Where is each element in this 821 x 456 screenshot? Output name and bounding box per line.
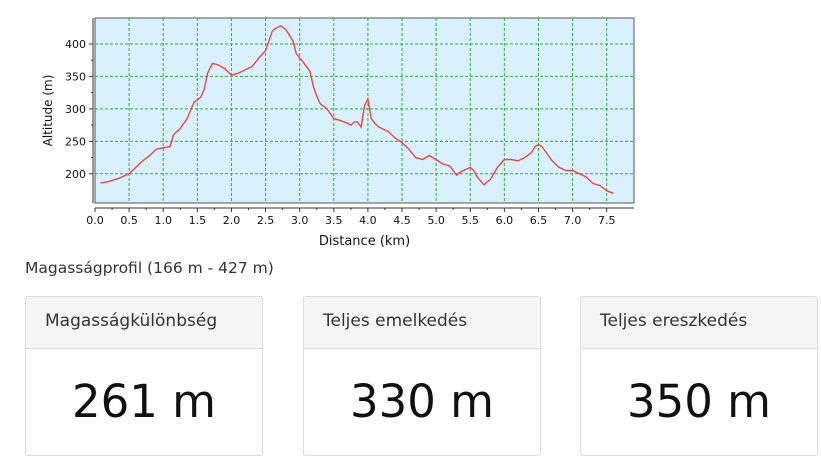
card-value: 261 m (71, 375, 217, 428)
x-tick-label: 3.0 (291, 214, 309, 227)
x-tick-label: 1.5 (189, 214, 207, 227)
y-axis-label: Altitude (m) (41, 75, 55, 147)
x-axis-label: Distance (km) (319, 234, 410, 249)
x-tick-label: 3.5 (325, 214, 343, 227)
y-tick-label: 400 (65, 38, 86, 51)
grid (95, 18, 634, 203)
x-tick-label: 5.5 (462, 214, 480, 227)
altitude-line (100, 24, 614, 194)
y-tick-label: 350 (65, 70, 86, 83)
card-value: 330 m (349, 375, 495, 428)
x-tick-label: 1.0 (154, 214, 172, 227)
x-tick-label: 2.0 (223, 214, 241, 227)
y-tick-label: 200 (65, 168, 86, 181)
x-tick-label: 0.0 (86, 214, 104, 227)
y-tick-label: 300 (65, 103, 86, 116)
x-tick-label: 6.0 (496, 214, 514, 227)
x-tick-label: 5.0 (427, 214, 445, 227)
x-tick-label: 7.5 (598, 214, 616, 227)
total-ascent-card: Teljes emelkedés 330 m (303, 296, 541, 456)
x-tick-label: 6.5 (530, 214, 548, 227)
elevation-difference-card: Magasságkülönbség 261 m (25, 296, 263, 456)
plot-area (94, 17, 635, 204)
x-tick-label: 2.5 (257, 214, 275, 227)
card-title: Teljes ereszkedés (581, 297, 817, 349)
altitude-chart: 0.0 0.5 1.0 1.5 2.0 2.5 3.0 3.5 4.0 4.5 5.0 5.5 6.0 6… (41, 17, 635, 249)
x-tick-label: 7.0 (564, 214, 582, 227)
x-tick-label: 4.0 (359, 214, 377, 227)
elevation-profile-caption: Magasságprofil (166 m - 427 m) (25, 259, 274, 277)
x-tick-label: 4.5 (393, 214, 411, 227)
y-tick-label: 250 (65, 135, 86, 148)
tick-labels: 0.0 0.5 1.0 1.5 2.0 2.5 3.0 3.5 4.0 4.5 5.0 5.5 6.0 6… (65, 38, 615, 227)
card-title: Magasságkülönbség (26, 297, 262, 349)
card-title: Teljes emelkedés (304, 297, 540, 349)
x-tick-label: 0.5 (120, 214, 138, 227)
total-descent-card: Teljes ereszkedés 350 m (580, 296, 818, 456)
card-value: 350 m (626, 375, 772, 428)
axes (89, 18, 634, 212)
